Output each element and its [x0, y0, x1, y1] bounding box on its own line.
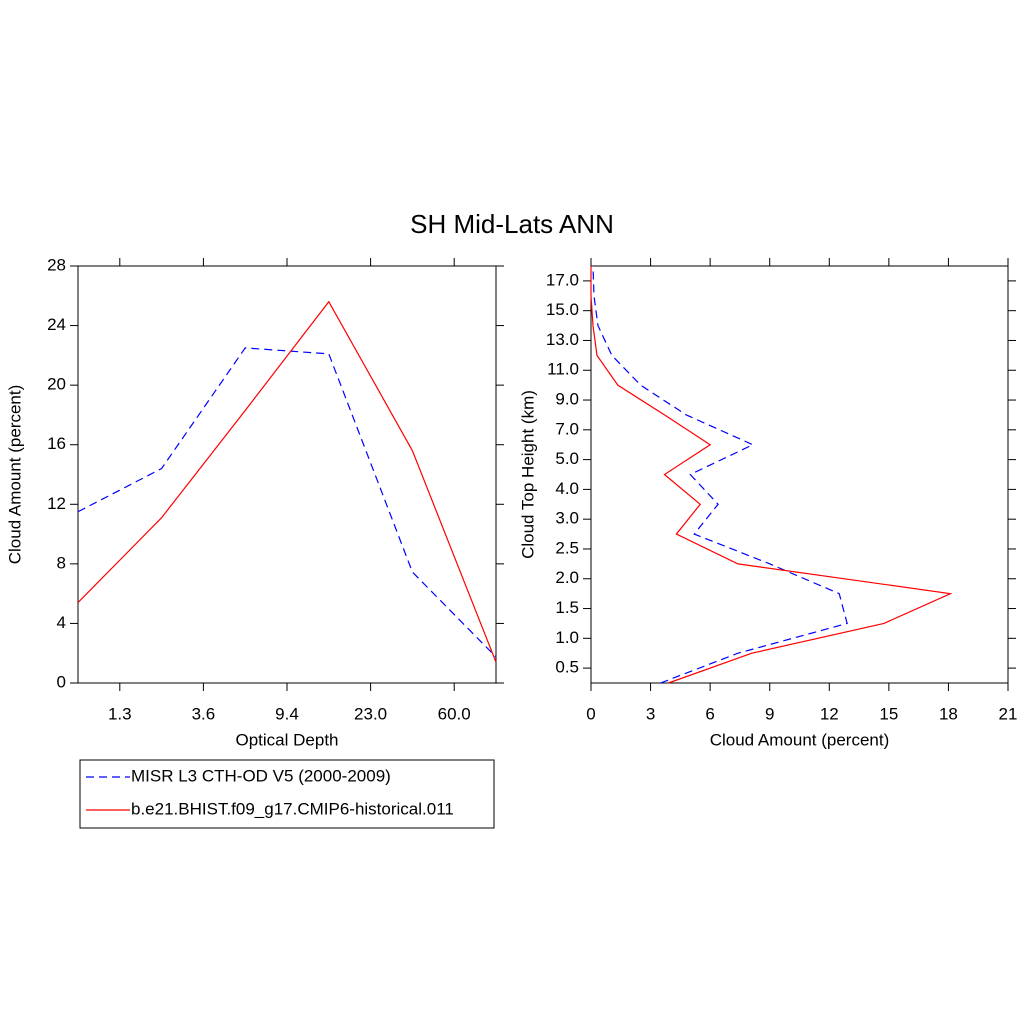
- y-tick-label: 11.0: [547, 360, 579, 379]
- x-tick-label: 1.3: [108, 704, 132, 723]
- y-axis-label: Cloud Top Height (km): [518, 390, 537, 559]
- x-tick-label: 21: [999, 704, 1018, 723]
- x-tick-label: 6: [705, 704, 714, 723]
- x-tick-label: 18: [939, 704, 958, 723]
- y-tick-label: 9.0: [555, 390, 579, 409]
- series-line: [77, 347, 497, 658]
- legend-label: b.e21.BHIST.f09_g17.CMIP6-historical.011: [131, 799, 454, 818]
- x-tick-label: 60.0: [438, 704, 471, 723]
- y-tick-label: 17.0: [546, 270, 579, 289]
- y-tick-label: 16: [47, 434, 66, 453]
- y-tick-label: 28: [47, 255, 66, 274]
- x-tick-label: 3.6: [192, 704, 216, 723]
- y-tick-label: 1.5: [555, 598, 579, 617]
- x-tick-label: 0: [586, 704, 595, 723]
- y-tick-label: 0.5: [555, 658, 579, 677]
- series-line: [592, 265, 848, 684]
- y-tick-label: 1.0: [555, 628, 579, 647]
- y-tick-label: 8: [57, 553, 66, 572]
- x-tick-label: 12: [820, 704, 839, 723]
- x-axis-label: Optical Depth: [236, 730, 339, 749]
- series-line: [77, 300, 497, 663]
- x-tick-label: 3: [646, 704, 655, 723]
- title: SH Mid-Lats ANN: [410, 209, 614, 239]
- x-tick-label: 15: [879, 704, 898, 723]
- legend-box: [79, 759, 495, 829]
- x-tick-label: 23.0: [354, 704, 387, 723]
- plot-frame: [590, 265, 1009, 684]
- x-tick-label: 9: [765, 704, 774, 723]
- plot-frame: [77, 265, 497, 684]
- y-tick-label: 20: [47, 375, 66, 394]
- y-tick-label: 2.5: [555, 538, 579, 557]
- y-tick-label: 13.0: [546, 330, 579, 349]
- series-line: [590, 266, 953, 684]
- y-tick-label: 7.0: [555, 419, 579, 438]
- x-tick-label: 9.4: [275, 704, 299, 723]
- y-axis-label: Cloud Amount (percent): [5, 385, 24, 565]
- y-tick-label: 12: [47, 494, 66, 513]
- legend-label: MISR L3 CTH-OD V5 (2000-2009): [131, 766, 391, 785]
- y-tick-label: 2.0: [555, 568, 579, 587]
- y-tick-label: 15.0: [546, 300, 579, 319]
- y-tick-label: 4.0: [555, 479, 579, 498]
- y-tick-label: 5.0: [555, 449, 579, 468]
- y-tick-label: 24: [47, 315, 66, 334]
- y-tick-label: 0: [57, 672, 66, 691]
- y-tick-label: 4: [57, 613, 66, 632]
- x-axis-label: Cloud Amount (percent): [710, 730, 890, 749]
- y-tick-label: 3.0: [555, 509, 579, 528]
